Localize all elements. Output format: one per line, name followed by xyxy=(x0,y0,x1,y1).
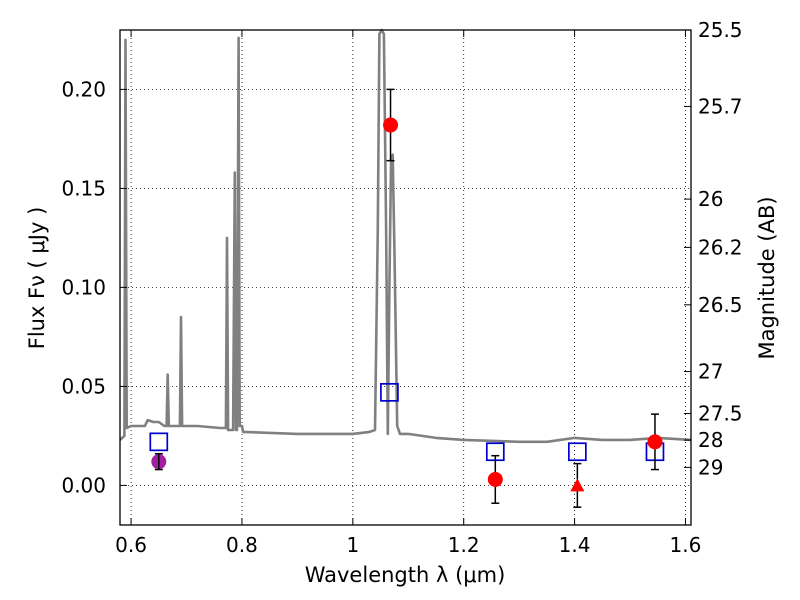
y2-tick-label: 27 xyxy=(698,360,723,384)
y2-tick-label: 29 xyxy=(698,455,723,479)
x-tick-label: 1.4 xyxy=(559,533,591,557)
x-tick-label: 1.6 xyxy=(670,533,702,557)
y2-tick-label: 26.2 xyxy=(698,235,743,259)
x-tick-label: 1 xyxy=(346,533,359,557)
y2-axis-label: Magnitude (AB) xyxy=(755,196,779,359)
y-tick-label: 0.05 xyxy=(61,374,106,398)
axis-ticks xyxy=(120,29,691,525)
y2-tick-label: 26 xyxy=(698,187,723,211)
tick-labels: 0.6 0.8 1 1.2 1.4 1.6 0.00 0.05 0.10 0.15 0.20 25.5… xyxy=(61,18,742,557)
x-axis-label: Wavelength λ (μm) xyxy=(305,563,506,587)
x-tick-label: 0.8 xyxy=(226,533,258,557)
x-tick-label: 1.2 xyxy=(448,533,480,557)
y2-tick-label: 27.5 xyxy=(698,402,743,426)
x-tick-label: 0.6 xyxy=(115,533,147,557)
observed-point xyxy=(647,434,663,450)
model-photometry-square xyxy=(568,442,587,462)
upper-limit-triangle xyxy=(570,478,585,492)
spectrum-line xyxy=(119,28,692,444)
photometry-markers xyxy=(149,88,665,508)
template-spectrum xyxy=(119,28,692,444)
y2-tick-label: 26.5 xyxy=(698,293,743,317)
y2-tick-label: 25.7 xyxy=(698,94,743,118)
y-tick-label: 0.00 xyxy=(61,473,106,497)
y2-tick-label: 28 xyxy=(698,428,723,452)
plot-frame xyxy=(119,29,692,526)
observed-point xyxy=(487,471,503,487)
y-tick-label: 0.10 xyxy=(61,275,106,299)
y-axis-label: Flux Fν ( μJy ) xyxy=(25,207,49,350)
y2-tick-label: 25.5 xyxy=(698,18,743,42)
y-tick-label: 0.20 xyxy=(61,77,106,101)
y-tick-label: 0.15 xyxy=(61,176,106,200)
model-photometry-square xyxy=(149,432,169,452)
observed-point xyxy=(383,117,399,133)
model-photometry-square xyxy=(380,382,399,402)
